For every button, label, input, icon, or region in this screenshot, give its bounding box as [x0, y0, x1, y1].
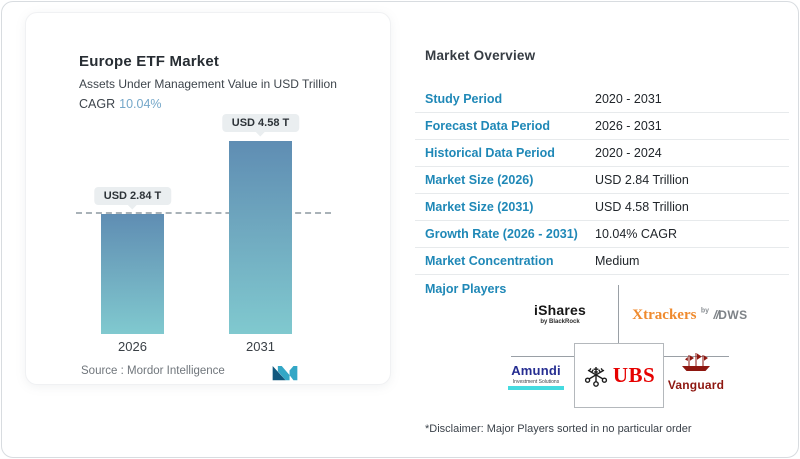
ubs-wordmark: UBS — [612, 363, 656, 387]
source-line: Source : Mordor Intelligence — [81, 365, 225, 377]
player-grid-left-line — [511, 356, 574, 357]
ishares-tagline: by BlackRock — [540, 319, 580, 325]
row-label: Historical Data Period — [425, 146, 555, 160]
mordor-intelligence-logo-icon — [272, 366, 298, 381]
amundi-cyan-bar — [508, 386, 564, 390]
chart-subtitle: Assets Under Management Value in USD Tri… — [79, 77, 337, 91]
row-value: Medium — [595, 254, 640, 268]
reference-dashed-line — [76, 212, 331, 214]
overview-table: Study Period 2020 - 2031 Forecast Data Pe… — [415, 86, 789, 275]
xtrackers-by-text: by — [700, 307, 710, 315]
table-row: Market Size (2026) USD 2.84 Trillion — [415, 167, 789, 194]
row-value: 2020 - 2024 — [595, 146, 662, 160]
bar-value-badge-2031: USD 4.58 T — [221, 114, 300, 132]
x-axis-label-2031: 2031 — [246, 339, 275, 354]
table-row: Study Period 2020 - 2031 — [415, 86, 789, 113]
overview-heading: Market Overview — [425, 48, 536, 63]
xtrackers-wordmark: Xtrackers — [632, 307, 697, 323]
bar-2026[interactable] — [101, 214, 164, 334]
ishares-wordmark: iShares — [534, 302, 586, 318]
row-label: Growth Rate (2026 - 2031) — [425, 227, 578, 241]
table-row: Growth Rate (2026 - 2031) 10.04% CAGR — [415, 221, 789, 248]
player-grid-vertical-line — [618, 285, 619, 343]
vanguard-ship-icon — [682, 353, 710, 371]
row-label: Market Size (2031) — [425, 200, 534, 214]
ishares-logo[interactable]: iShares by BlackRock — [518, 302, 602, 325]
row-value: USD 4.58 Trillion — [595, 200, 689, 214]
bar-column-2031: USD 4.58 T — [221, 114, 300, 334]
source-label: Source : — [81, 365, 124, 377]
row-label: Study Period — [425, 92, 503, 106]
ubs-logo[interactable]: UBS — [574, 343, 664, 408]
source-value: Mordor Intelligence — [127, 365, 225, 377]
table-row: Historical Data Period 2020 - 2024 — [415, 140, 789, 167]
table-row: Forecast Data Period 2026 - 2031 — [415, 113, 789, 140]
vanguard-wordmark: Vanguard — [667, 378, 725, 392]
cagr-value: 10.04% — [119, 97, 162, 111]
amundi-tagline: Investment Solutions — [512, 379, 560, 385]
bar-column-2026: USD 2.84 T — [93, 123, 172, 334]
major-players-label: Major Players — [425, 282, 507, 296]
bar-value-badge-2026: USD 2.84 T — [93, 187, 172, 205]
bar-chart: USD 2.84 T USD 4.58 T — [76, 114, 331, 334]
cagr-label: CAGR — [79, 97, 116, 111]
row-value: 2020 - 2031 — [595, 92, 662, 106]
xtrackers-logo[interactable]: Xtrackers by //DWS — [628, 306, 752, 324]
vanguard-logo[interactable]: Vanguard — [664, 352, 728, 392]
dws-slashes-icon: // — [713, 308, 720, 322]
amundi-logo[interactable]: Amundi Investment Solutions — [504, 363, 568, 390]
chart-title: Europe ETF Market — [79, 53, 220, 70]
x-axis-label-2026: 2026 — [118, 339, 147, 354]
bar-2031[interactable] — [229, 141, 292, 334]
disclaimer-text: *Disclaimer: Major Players sorted in no … — [425, 423, 692, 435]
amundi-wordmark: Amundi — [511, 363, 561, 378]
cagr-line: CAGR 10.04% — [79, 97, 162, 111]
row-value: USD 2.84 Trillion — [595, 173, 689, 187]
row-value: 10.04% CAGR — [595, 227, 677, 241]
row-value: 2026 - 2031 — [595, 119, 662, 133]
table-row: Market Concentration Medium — [415, 248, 789, 275]
row-label: Forecast Data Period — [425, 119, 551, 133]
table-row: Market Size (2031) USD 4.58 Trillion — [415, 194, 789, 221]
row-label: Market Concentration — [425, 254, 554, 268]
dws-wordmark: DWS — [718, 308, 748, 322]
ubs-keys-icon — [584, 366, 607, 387]
chart-card: Europe ETF Market Assets Under Managemen… — [25, 12, 391, 385]
row-label: Market Size (2026) — [425, 173, 534, 187]
